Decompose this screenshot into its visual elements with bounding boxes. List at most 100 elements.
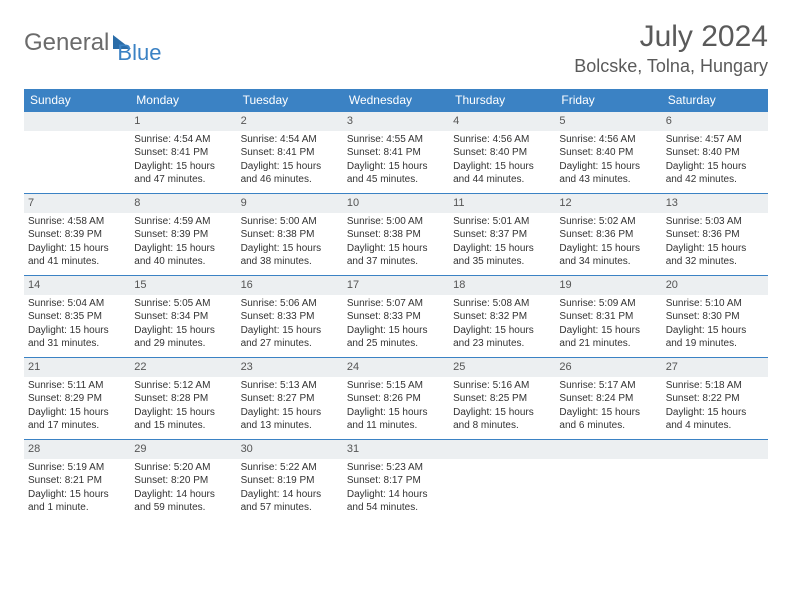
calendar-cell: 22 Sunrise: 5:12 AMSunset: 8:28 PMDayligh… — [130, 358, 236, 440]
weekday-header: Sunday — [24, 89, 130, 112]
calendar-row: 28 Sunrise: 5:19 AMSunset: 8:21 PMDayligh… — [24, 440, 768, 522]
day-number: 29 — [130, 440, 236, 459]
day-content: Sunrise: 5:10 AMSunset: 8:30 PMDaylight:… — [666, 297, 764, 351]
day-content: Sunrise: 5:07 AMSunset: 8:33 PMDaylight:… — [347, 297, 445, 351]
day-number: 22 — [130, 358, 236, 377]
month-year: July 2024 — [574, 20, 768, 54]
day-number: 25 — [449, 358, 555, 377]
title-block: July 2024 Bolcske, Tolna, Hungary — [574, 20, 768, 77]
calendar-cell: 8Sunrise: 4:59 AMSunset: 8:39 PMDaylight… — [130, 194, 236, 276]
logo: General Blue — [24, 20, 161, 66]
day-content: Sunrise: 4:54 AMSunset: 8:41 PMDaylight:… — [134, 133, 232, 187]
day-number: 31 — [343, 440, 449, 459]
day-number: 12 — [555, 194, 661, 213]
day-number: 6 — [662, 112, 768, 131]
day-number: 13 — [662, 194, 768, 213]
day-content: Sunrise: 5:12 AMSunset: 8:28 PMDaylight:… — [134, 379, 232, 433]
day-number: 4 — [449, 112, 555, 131]
day-content: Sunrise: 5:11 AMSunset: 8:29 PMDaylight:… — [28, 379, 126, 433]
day-content: Sunrise: 5:20 AMSunset: 8:20 PMDaylight:… — [134, 461, 232, 515]
day-content: Sunrise: 4:58 AMSunset: 8:39 PMDaylight:… — [28, 215, 126, 269]
header: General Blue July 2024 Bolcske, Tolna, H… — [24, 20, 768, 77]
day-number-empty — [24, 112, 130, 131]
day-number: 24 — [343, 358, 449, 377]
day-content: Sunrise: 5:05 AMSunset: 8:34 PMDaylight:… — [134, 297, 232, 351]
day-content: Sunrise: 5:22 AMSunset: 8:19 PMDaylight:… — [241, 461, 339, 515]
weekday-header: Thursday — [449, 89, 555, 112]
day-number: 26 — [555, 358, 661, 377]
calendar-body: 1 Sunrise: 4:54 AMSunset: 8:41 PMDaylight… — [24, 112, 768, 522]
calendar-cell: 3Sunrise: 4:55 AMSunset: 8:41 PMDaylight… — [343, 112, 449, 194]
day-content: Sunrise: 5:15 AMSunset: 8:26 PMDaylight:… — [347, 379, 445, 433]
calendar-cell: 21 Sunrise: 5:11 AMSunset: 8:29 PMDayligh… — [24, 358, 130, 440]
day-number-empty — [449, 440, 555, 459]
calendar-cell: 1 Sunrise: 4:54 AMSunset: 8:41 PMDaylight… — [130, 112, 236, 194]
day-number: 1 — [130, 112, 236, 131]
day-content: Sunrise: 5:16 AMSunset: 8:25 PMDaylight:… — [453, 379, 551, 433]
day-content: Sunrise: 5:08 AMSunset: 8:32 PMDaylight:… — [453, 297, 551, 351]
day-content: Sunrise: 4:59 AMSunset: 8:39 PMDaylight:… — [134, 215, 232, 269]
day-content: Sunrise: 5:00 AMSunset: 8:38 PMDaylight:… — [241, 215, 339, 269]
day-number: 9 — [237, 194, 343, 213]
day-content: Sunrise: 5:02 AMSunset: 8:36 PMDaylight:… — [559, 215, 657, 269]
day-content: Sunrise: 5:19 AMSunset: 8:21 PMDaylight:… — [28, 461, 126, 515]
day-number-empty — [555, 440, 661, 459]
day-content: Sunrise: 5:09 AMSunset: 8:31 PMDaylight:… — [559, 297, 657, 351]
day-number: 21 — [24, 358, 130, 377]
day-content: Sunrise: 5:06 AMSunset: 8:33 PMDaylight:… — [241, 297, 339, 351]
day-number: 27 — [662, 358, 768, 377]
calendar-cell: 7 Sunrise: 4:58 AMSunset: 8:39 PMDaylight… — [24, 194, 130, 276]
day-content: Sunrise: 5:01 AMSunset: 8:37 PMDaylight:… — [453, 215, 551, 269]
calendar-cell — [555, 440, 661, 522]
day-number: 5 — [555, 112, 661, 131]
day-number: 15 — [130, 276, 236, 295]
calendar-row: 14Sunrise: 5:04 AMSunset: 8:35 PMDayligh… — [24, 276, 768, 358]
calendar-cell — [662, 440, 768, 522]
calendar-cell: 19 Sunrise: 5:09 AMSunset: 8:31 PMDayligh… — [555, 276, 661, 358]
calendar-cell — [24, 112, 130, 194]
day-number-empty — [662, 440, 768, 459]
day-number: 30 — [237, 440, 343, 459]
day-content: Sunrise: 5:00 AMSunset: 8:38 PMDaylight:… — [347, 215, 445, 269]
calendar-cell: 31 Sunrise: 5:23 AMSunset: 8:17 PMDayligh… — [343, 440, 449, 522]
calendar-row: 1 Sunrise: 4:54 AMSunset: 8:41 PMDaylight… — [24, 112, 768, 194]
day-content: Sunrise: 4:55 AMSunset: 8:41 PMDaylight:… — [347, 133, 445, 187]
day-content: Sunrise: 4:54 AMSunset: 8:41 PMDaylight:… — [241, 133, 339, 187]
calendar-cell: 6Sunrise: 4:57 AMSunset: 8:40 PMDaylight… — [662, 112, 768, 194]
day-content: Sunrise: 5:18 AMSunset: 8:22 PMDaylight:… — [666, 379, 764, 433]
day-number: 7 — [24, 194, 130, 213]
calendar-row: 21 Sunrise: 5:11 AMSunset: 8:29 PMDayligh… — [24, 358, 768, 440]
calendar-cell: 30 Sunrise: 5:22 AMSunset: 8:19 PMDayligh… — [237, 440, 343, 522]
calendar-cell: 17Sunrise: 5:07 AMSunset: 8:33 PMDayligh… — [343, 276, 449, 358]
day-content: Sunrise: 5:23 AMSunset: 8:17 PMDaylight:… — [347, 461, 445, 515]
calendar-cell: 16 Sunrise: 5:06 AMSunset: 8:33 PMDayligh… — [237, 276, 343, 358]
calendar-cell: 14Sunrise: 5:04 AMSunset: 8:35 PMDayligh… — [24, 276, 130, 358]
day-number: 2 — [237, 112, 343, 131]
calendar-cell: 12 Sunrise: 5:02 AMSunset: 8:36 PMDayligh… — [555, 194, 661, 276]
day-content: Sunrise: 5:17 AMSunset: 8:24 PMDaylight:… — [559, 379, 657, 433]
calendar-row: 7 Sunrise: 4:58 AMSunset: 8:39 PMDaylight… — [24, 194, 768, 276]
calendar-cell: 29 Sunrise: 5:20 AMSunset: 8:20 PMDayligh… — [130, 440, 236, 522]
weekday-header: Friday — [555, 89, 661, 112]
calendar-table: SundayMondayTuesdayWednesdayThursdayFrid… — [24, 89, 768, 522]
day-number: 18 — [449, 276, 555, 295]
day-number: 14 — [24, 276, 130, 295]
day-number: 23 — [237, 358, 343, 377]
calendar-cell: 4Sunrise: 4:56 AMSunset: 8:40 PMDaylight… — [449, 112, 555, 194]
calendar-cell: 2 Sunrise: 4:54 AMSunset: 8:41 PMDaylight… — [237, 112, 343, 194]
calendar-cell: 11 Sunrise: 5:01 AMSunset: 8:37 PMDayligh… — [449, 194, 555, 276]
day-content: Sunrise: 4:56 AMSunset: 8:40 PMDaylight:… — [559, 133, 657, 187]
logo-text-blue: Blue — [117, 40, 161, 66]
calendar-cell: 15 Sunrise: 5:05 AMSunset: 8:34 PMDayligh… — [130, 276, 236, 358]
calendar-cell: 25 Sunrise: 5:16 AMSunset: 8:25 PMDayligh… — [449, 358, 555, 440]
day-number: 28 — [24, 440, 130, 459]
calendar-cell: 18 Sunrise: 5:08 AMSunset: 8:32 PMDayligh… — [449, 276, 555, 358]
logo-text-general: General — [24, 29, 109, 57]
day-number: 19 — [555, 276, 661, 295]
weekday-header: Wednesday — [343, 89, 449, 112]
weekday-header: Tuesday — [237, 89, 343, 112]
calendar-cell: 20Sunrise: 5:10 AMSunset: 8:30 PMDayligh… — [662, 276, 768, 358]
day-number: 11 — [449, 194, 555, 213]
day-number: 16 — [237, 276, 343, 295]
calendar-cell: 9 Sunrise: 5:00 AMSunset: 8:38 PMDaylight… — [237, 194, 343, 276]
